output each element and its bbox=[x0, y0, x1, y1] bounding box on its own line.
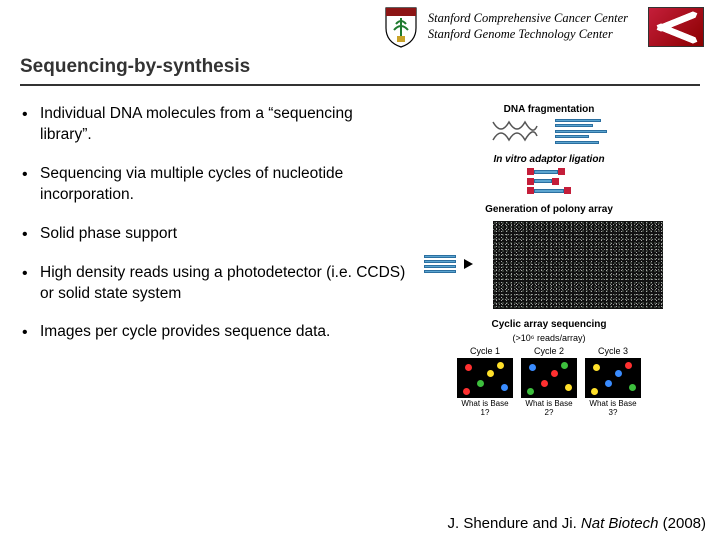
cycle-image bbox=[585, 358, 641, 398]
polony-array bbox=[493, 221, 663, 309]
ligation-item bbox=[527, 187, 571, 194]
content-area: Individual DNA molecules from a “sequenc… bbox=[0, 86, 720, 428]
citation-year: (2008) bbox=[663, 515, 706, 532]
citation: J. Shendure and Ji. Nat Biotech (2008) bbox=[447, 515, 706, 532]
header: Stanford Comprehensive Cancer Center Sta… bbox=[0, 0, 720, 48]
institution-line-1: Stanford Comprehensive Cancer Center bbox=[428, 11, 628, 27]
cycle-panel: Cycle 1 What is Base 1? bbox=[456, 346, 514, 418]
dna-helix-icon bbox=[491, 118, 539, 144]
ligation-figure: In vitro adaptor ligation bbox=[424, 154, 674, 194]
cyclic-subtitle: (>10⁶ reads/array) bbox=[424, 333, 674, 343]
cycle-panel: Cycle 3 What is Base 3? bbox=[584, 346, 642, 418]
institution-text: Stanford Comprehensive Cancer Center Sta… bbox=[428, 11, 628, 42]
bullet-item: Solid phase support bbox=[18, 224, 408, 245]
cyclic-title: Cyclic array sequencing bbox=[424, 319, 674, 330]
fragmentation-figure: DNA fragmentation bbox=[424, 104, 674, 144]
fragmentation-label: DNA fragmentation bbox=[424, 104, 674, 115]
cycle-caption: What is Base 2? bbox=[520, 400, 578, 418]
bullet-item: Individual DNA molecules from a “sequenc… bbox=[18, 104, 408, 146]
fragment-bar bbox=[555, 124, 593, 127]
mini-ligation-stack bbox=[424, 255, 456, 273]
fragment-bar bbox=[555, 130, 607, 133]
fragment-bar bbox=[555, 135, 589, 138]
bullet-item: Images per cycle provides sequence data. bbox=[18, 322, 408, 343]
ligation-item bbox=[527, 178, 559, 185]
cycle-panels: Cycle 1 What is Base 1? Cycle 2 What is Bas… bbox=[424, 346, 674, 418]
cycle-caption: What is Base 3? bbox=[584, 400, 642, 418]
institution-line-2: Stanford Genome Technology Center bbox=[428, 27, 628, 43]
fragment-bar bbox=[555, 119, 601, 122]
cycle-image bbox=[457, 358, 513, 398]
figure-column: DNA fragmentation In vitro adaptor ligat… bbox=[424, 104, 674, 428]
stanford-shield-icon bbox=[384, 6, 418, 48]
polony-label: Generation of polony array bbox=[424, 204, 674, 215]
cycle-caption: What is Base 1? bbox=[456, 400, 514, 418]
ligation-label: In vitro adaptor ligation bbox=[424, 154, 674, 165]
fragment-bar bbox=[555, 141, 599, 144]
polony-figure: Generation of polony array bbox=[424, 204, 674, 309]
ligation-item bbox=[527, 168, 565, 175]
cycle-label: Cycle 3 bbox=[584, 346, 642, 356]
arrow-right-icon bbox=[464, 259, 473, 269]
slide-title: Sequencing-by-synthesis bbox=[20, 56, 700, 78]
citation-authors: J. Shendure and Ji. bbox=[447, 515, 576, 532]
bullet-item: High density reads using a photodetector… bbox=[18, 263, 408, 305]
bullet-list: Individual DNA molecules from a “sequenc… bbox=[18, 104, 408, 428]
cycle-label: Cycle 2 bbox=[520, 346, 578, 356]
cycle-panel: Cycle 2 What is Base 2? bbox=[520, 346, 578, 418]
citation-journal: Nat Biotech bbox=[581, 515, 659, 532]
cycle-label: Cycle 1 bbox=[456, 346, 514, 356]
title-bar: Sequencing-by-synthesis bbox=[0, 48, 720, 82]
fragment-stack bbox=[555, 119, 607, 144]
dna-x-logo-icon bbox=[648, 7, 704, 47]
bullet-item: Sequencing via multiple cycles of nucleo… bbox=[18, 164, 408, 206]
cycle-image bbox=[521, 358, 577, 398]
cyclic-figure: Cyclic array sequencing (>10⁶ reads/arra… bbox=[424, 319, 674, 418]
ligation-stack bbox=[527, 168, 571, 194]
